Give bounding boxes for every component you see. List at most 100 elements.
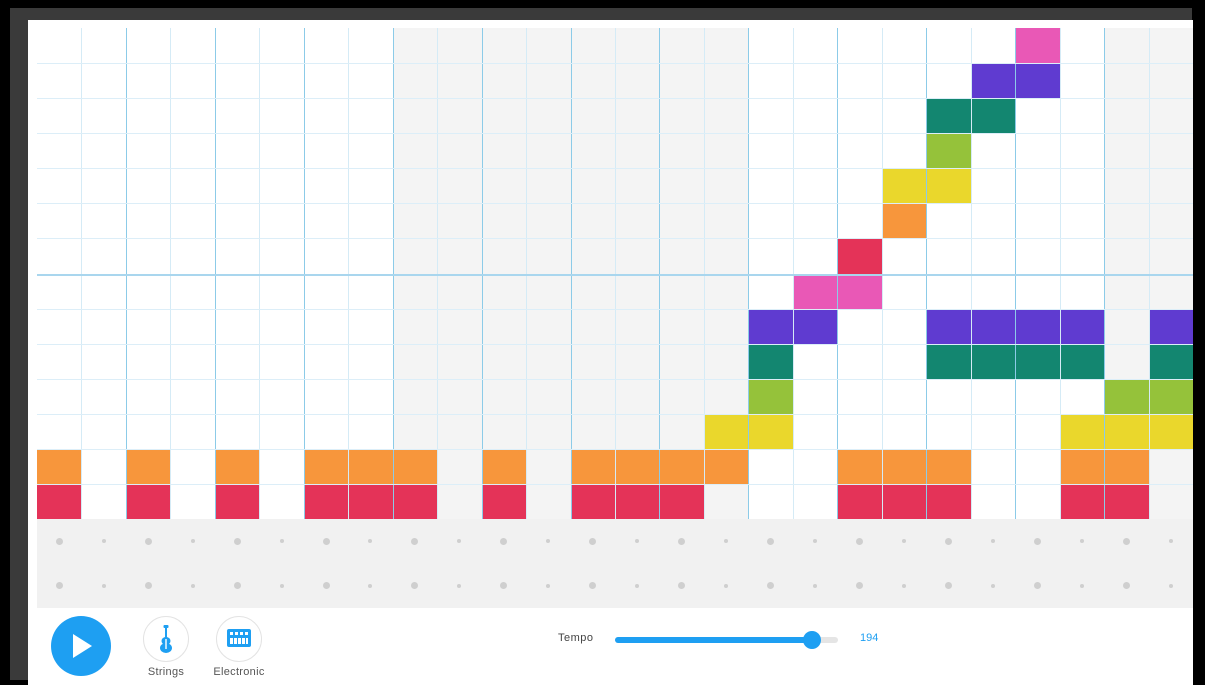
percussion-dot[interactable] — [279, 583, 284, 588]
percussion-dot[interactable] — [1122, 582, 1130, 590]
note-cell[interactable] — [1059, 413, 1105, 450]
percussion-dot[interactable] — [856, 582, 864, 590]
percussion-dot[interactable] — [546, 583, 551, 588]
note-cell[interactable] — [748, 413, 794, 450]
percussion-dot[interactable] — [279, 539, 284, 544]
note-cell[interactable] — [970, 98, 1016, 134]
percussion-dot[interactable] — [944, 537, 952, 545]
percussion-dot[interactable] — [322, 537, 330, 545]
percussion-dot[interactable] — [724, 539, 729, 544]
note-cell[interactable] — [214, 448, 260, 485]
note-cell[interactable] — [970, 308, 1016, 345]
note-cell[interactable] — [792, 308, 838, 345]
percussion-dot[interactable] — [55, 537, 63, 545]
percussion-grid[interactable] — [37, 519, 1193, 608]
melody-grid[interactable] — [37, 28, 1193, 608]
percussion-dot[interactable] — [678, 582, 686, 590]
note-cell[interactable] — [392, 448, 438, 485]
note-cell[interactable] — [926, 483, 972, 520]
percussion-dot[interactable] — [589, 582, 597, 590]
note-cell[interactable] — [926, 133, 972, 169]
note-cell[interactable] — [570, 448, 616, 485]
note-cell[interactable] — [837, 483, 883, 520]
note-cell[interactable] — [1148, 308, 1193, 345]
note-cell[interactable] — [125, 483, 171, 520]
percussion-dot[interactable] — [411, 582, 419, 590]
note-cell[interactable] — [1148, 343, 1193, 380]
percussion-dot[interactable] — [144, 537, 152, 545]
note-cell[interactable] — [1148, 413, 1193, 450]
note-cell[interactable] — [837, 238, 883, 274]
note-cell[interactable] — [926, 98, 972, 134]
note-cell[interactable] — [1104, 378, 1150, 415]
note-cell[interactable] — [1059, 448, 1105, 485]
electronic-button[interactable]: Electronic — [209, 616, 269, 678]
percussion-dot[interactable] — [144, 582, 152, 590]
percussion-dot[interactable] — [190, 539, 195, 544]
strings-button[interactable]: Strings — [136, 616, 196, 678]
note-cell[interactable] — [1104, 413, 1150, 450]
percussion-dot[interactable] — [101, 583, 106, 588]
note-cell[interactable] — [37, 483, 82, 520]
percussion-dot[interactable] — [856, 537, 864, 545]
note-cell[interactable] — [703, 413, 749, 450]
percussion-dot[interactable] — [678, 537, 686, 545]
note-cell[interactable] — [792, 273, 838, 310]
note-cell[interactable] — [881, 168, 927, 204]
percussion-dot[interactable] — [233, 537, 241, 545]
note-cell[interactable] — [1059, 483, 1105, 520]
note-cell[interactable] — [659, 448, 705, 485]
note-cell[interactable] — [125, 448, 171, 485]
percussion-dot[interactable] — [1122, 537, 1130, 545]
percussion-dot[interactable] — [233, 582, 241, 590]
note-cell[interactable] — [926, 343, 972, 380]
percussion-dot[interactable] — [902, 539, 906, 544]
percussion-dot[interactable] — [1079, 539, 1084, 544]
note-cell[interactable] — [970, 63, 1016, 99]
percussion-dot[interactable] — [457, 539, 462, 544]
percussion-dot[interactable] — [1033, 582, 1041, 590]
note-cell[interactable] — [837, 448, 883, 485]
percussion-dot[interactable] — [411, 537, 419, 545]
note-cell[interactable] — [926, 168, 972, 204]
note-cell[interactable] — [348, 448, 394, 485]
note-cell[interactable] — [1015, 28, 1061, 64]
tempo-slider[interactable] — [615, 631, 838, 649]
percussion-dot[interactable] — [500, 582, 508, 590]
note-cell[interactable] — [1148, 378, 1193, 415]
note-cell[interactable] — [748, 308, 794, 345]
note-cell[interactable] — [1059, 343, 1105, 380]
percussion-dot[interactable] — [101, 539, 106, 544]
note-cell[interactable] — [1104, 483, 1150, 520]
note-cell[interactable] — [37, 448, 82, 485]
percussion-dot[interactable] — [546, 539, 551, 544]
percussion-dot[interactable] — [1033, 537, 1041, 545]
percussion-dot[interactable] — [944, 582, 952, 590]
percussion-dot[interactable] — [500, 537, 508, 545]
note-cell[interactable] — [303, 483, 349, 520]
note-cell[interactable] — [615, 483, 660, 520]
note-cell[interactable] — [1059, 308, 1105, 345]
note-cell[interactable] — [392, 483, 438, 520]
percussion-dot[interactable] — [813, 583, 818, 588]
note-cell[interactable] — [881, 203, 927, 239]
note-cell[interactable] — [970, 343, 1016, 380]
note-cell[interactable] — [837, 273, 883, 310]
percussion-dot[interactable] — [767, 537, 775, 545]
percussion-dot[interactable] — [902, 583, 906, 588]
note-cell[interactable] — [659, 483, 705, 520]
tempo-slider-thumb[interactable] — [802, 631, 821, 649]
note-cell[interactable] — [881, 483, 927, 520]
note-cell[interactable] — [926, 448, 972, 485]
percussion-dot[interactable] — [1168, 583, 1173, 588]
note-cell[interactable] — [1015, 63, 1061, 99]
note-cell[interactable] — [1015, 343, 1061, 380]
percussion-dot[interactable] — [990, 539, 995, 544]
percussion-dot[interactable] — [368, 539, 373, 544]
percussion-dot[interactable] — [990, 583, 995, 588]
note-cell[interactable] — [1104, 448, 1150, 485]
percussion-dot[interactable] — [457, 583, 462, 588]
note-cell[interactable] — [303, 448, 349, 485]
note-cell[interactable] — [881, 448, 927, 485]
percussion-dot[interactable] — [190, 583, 195, 588]
